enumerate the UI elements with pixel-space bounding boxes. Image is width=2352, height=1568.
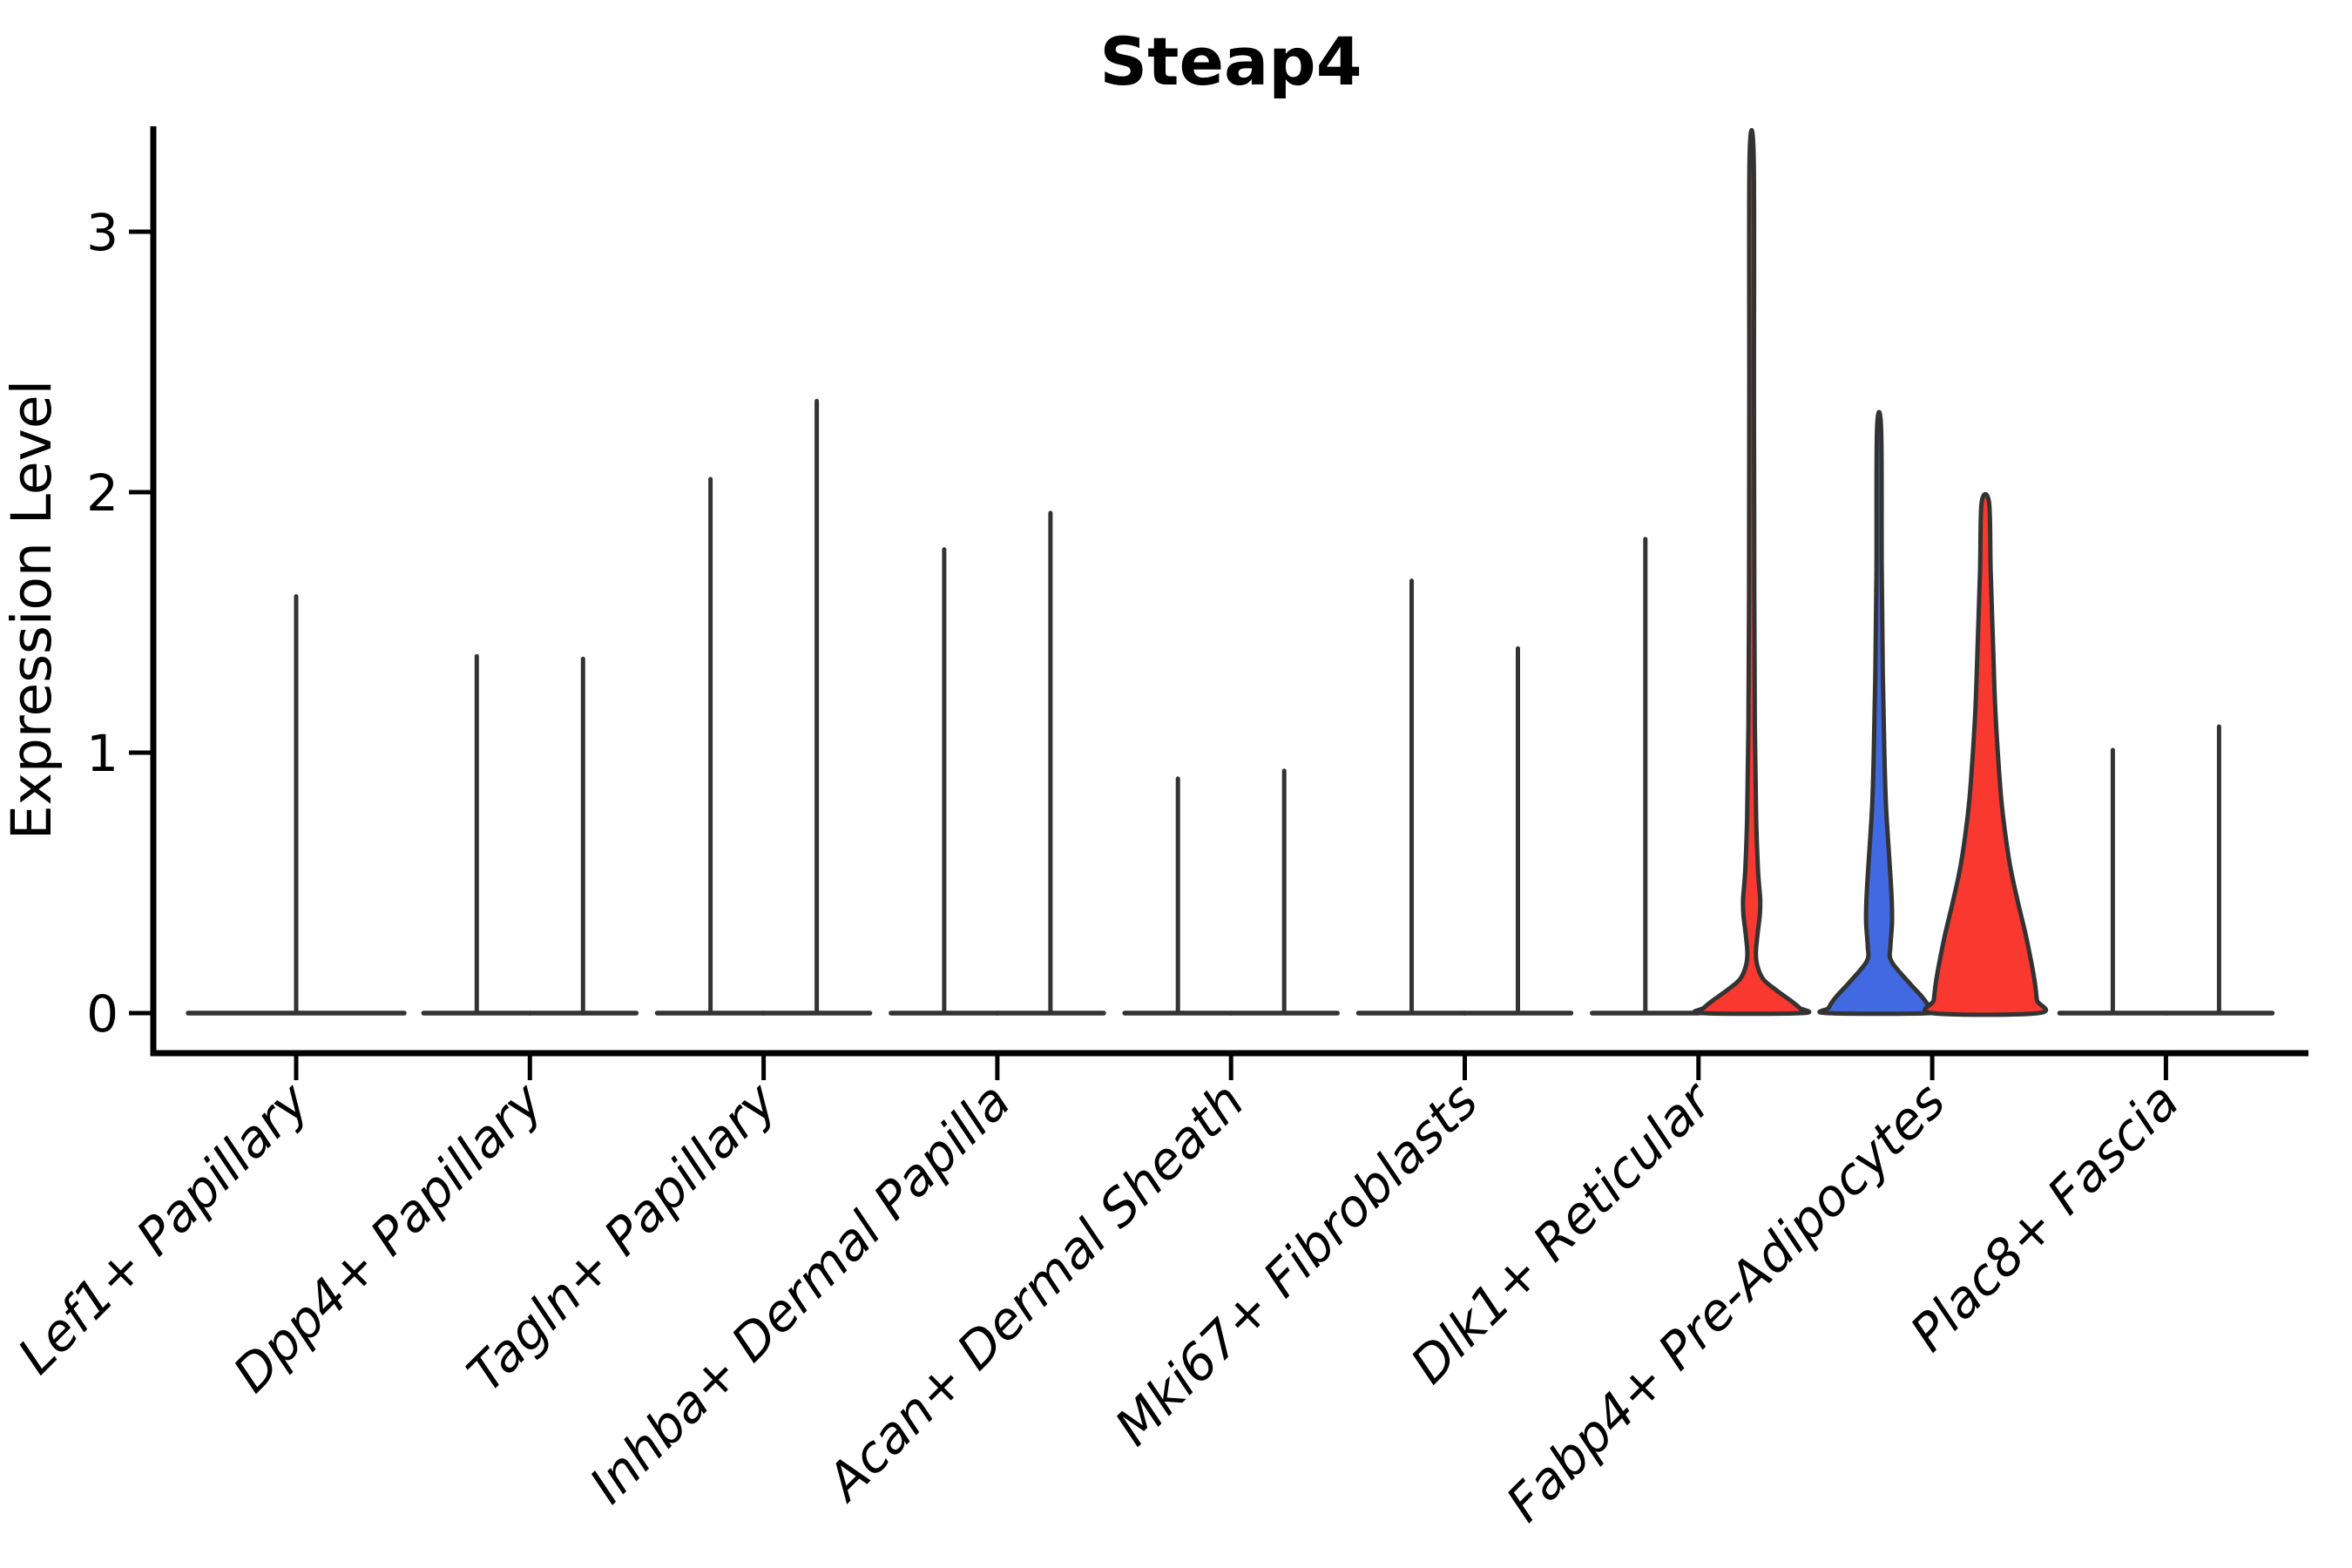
y-tick-label: 3 bbox=[86, 203, 118, 262]
chart-title: Steap4 bbox=[1099, 23, 1362, 100]
y-tick-label: 0 bbox=[86, 984, 118, 1044]
violin-fabp4-left-body bbox=[1817, 409, 1941, 1017]
y-axis-title: Expression Level bbox=[0, 380, 64, 840]
y-tick-label: 1 bbox=[86, 724, 118, 783]
x-category-label: Inhba+ Dermal Papilla bbox=[578, 1071, 1022, 1515]
x-category-label: Acan+ Dermal Sheath bbox=[813, 1071, 1255, 1514]
violin-dlk1-right-body bbox=[1692, 127, 1812, 1017]
y-tick-label: 2 bbox=[86, 463, 118, 523]
violin-fabp4-right-body bbox=[1923, 491, 2049, 1017]
x-category-label: Fabp4+ Pre-Adipocytes bbox=[1495, 1071, 1957, 1533]
violin-layer bbox=[186, 127, 2275, 1017]
axes-layer bbox=[129, 126, 2308, 1080]
